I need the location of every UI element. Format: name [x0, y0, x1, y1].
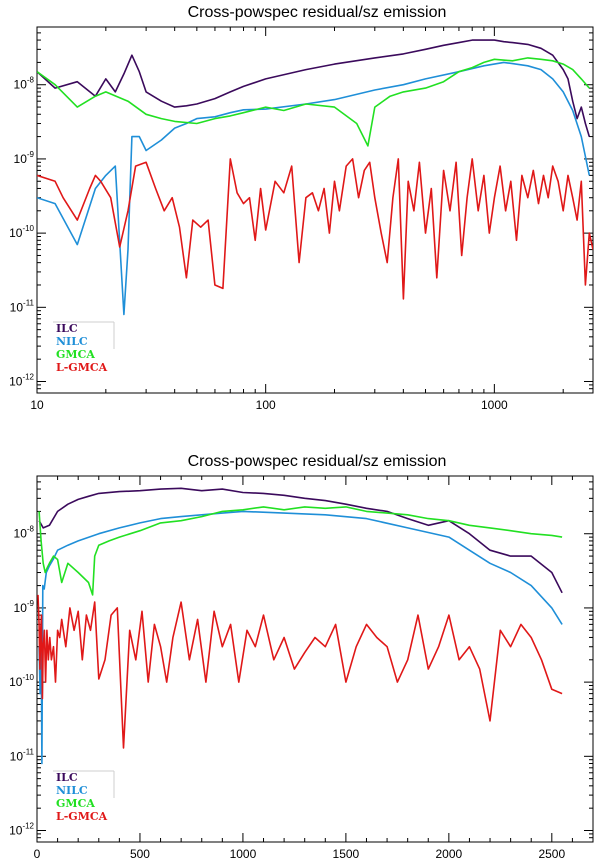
y-tick-base: 10	[14, 152, 28, 166]
y-tick-base: 10	[14, 527, 28, 541]
y-tick-exponent: -9	[27, 150, 35, 159]
y-tick-exponent: -12	[22, 373, 34, 382]
x-tick-label: 10	[30, 398, 44, 412]
y-tick-base: 10	[14, 601, 28, 615]
y-tick-base: 10	[14, 78, 28, 92]
y-tick-label: 10-8	[14, 525, 35, 541]
x-tick-label: 1000	[481, 398, 508, 412]
y-tick-base: 10	[9, 675, 23, 689]
y-tick-base: 10	[10, 749, 24, 763]
y-tick-label: 10-9	[14, 599, 35, 615]
y-tick-exponent: -12	[22, 822, 34, 831]
series-line-l-gmca	[37, 594, 563, 749]
y-tick-exponent: -10	[22, 673, 34, 682]
x-tick-label: 1500	[333, 847, 360, 860]
series-line-l-gmca	[37, 158, 593, 300]
y-tick-exponent: -11	[23, 298, 35, 307]
legend-label-l-gmca: L-GMCA	[56, 810, 108, 823]
plot-frame	[36, 475, 594, 843]
legend-label-ilc: ILC	[56, 322, 78, 335]
series-line-nilc	[37, 61, 591, 316]
y-tick-base: 10	[9, 824, 23, 838]
y-tick-exponent: -11	[23, 747, 35, 756]
y-tick-label: 10-11	[10, 298, 35, 314]
legend-label-gmca: GMCA	[56, 797, 95, 810]
x-tick-label: 2500	[538, 847, 565, 860]
x-tick-label: 1000	[230, 847, 257, 860]
legend-label-nilc: NILC	[56, 335, 88, 348]
y-tick-label: 10-12	[9, 373, 34, 389]
y-tick-label: 10-11	[10, 747, 35, 763]
y-tick-label: 10-10	[9, 224, 34, 240]
y-tick-exponent: -8	[27, 525, 35, 534]
plot-frame	[36, 26, 594, 394]
y-tick-exponent: -8	[27, 76, 35, 85]
series-line-gmca	[37, 57, 590, 147]
legend-label-gmca: GMCA	[56, 348, 95, 361]
x-tick-label: 100	[256, 398, 276, 412]
y-tick-label: 10-8	[14, 76, 35, 92]
y-tick-base: 10	[10, 300, 24, 314]
series-line-ilc	[37, 39, 591, 137]
legend-label-l-gmca: L-GMCA	[56, 361, 108, 374]
y-tick-label: 10-9	[14, 150, 35, 166]
chart-title: Cross-powspec residual/sz emission	[188, 4, 447, 21]
y-tick-base: 10	[9, 375, 23, 389]
x-tick-label: 500	[130, 847, 150, 860]
y-tick-label: 10-12	[9, 822, 34, 838]
x-tick-label: 2000	[436, 847, 463, 860]
y-tick-exponent: -10	[22, 224, 34, 233]
series-line-nilc	[38, 510, 563, 765]
y-tick-exponent: -9	[27, 599, 35, 608]
linear-scale-chart: Cross-powspec residual/sz emission 10-81…	[9, 453, 594, 860]
series-line-ilc	[38, 487, 563, 594]
series-line-gmca	[38, 506, 563, 596]
y-tick-label: 10-10	[9, 673, 34, 689]
x-tick-label: 0	[34, 847, 41, 860]
legend-label-ilc: ILC	[56, 771, 78, 784]
chart-title: Cross-powspec residual/sz emission	[188, 453, 447, 470]
legend-label-nilc: NILC	[56, 784, 88, 797]
log-scale-chart: Cross-powspec residual/sz emission 10-81…	[9, 4, 594, 412]
y-tick-base: 10	[9, 226, 23, 240]
